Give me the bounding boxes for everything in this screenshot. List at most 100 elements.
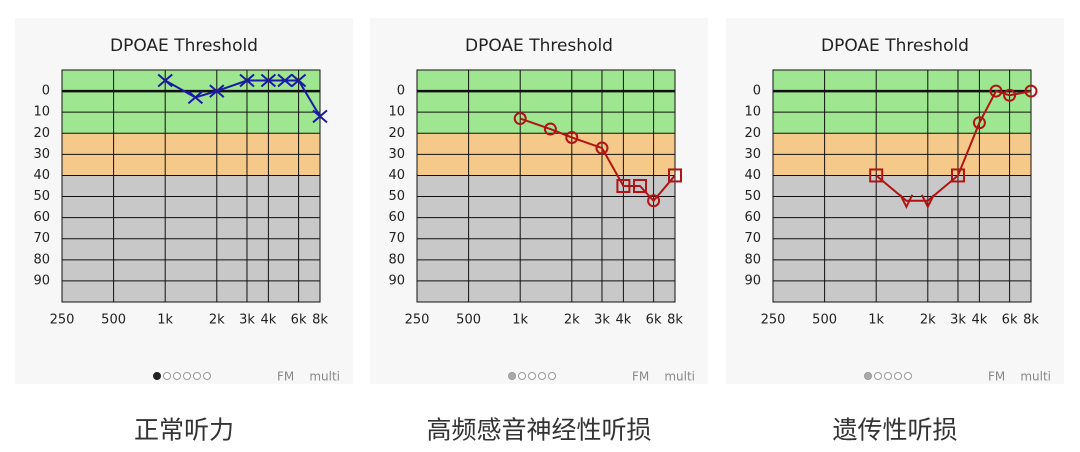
x-tick-label: 3k [239,313,255,328]
page-dot [173,372,181,380]
chart-caption: 正常听力 [134,416,234,445]
x-tick-label: 8k [1023,313,1039,328]
plot-frame [416,69,676,303]
data-point [869,168,884,183]
marker-square [668,168,682,183]
y-tick-label: 90 [388,273,405,288]
marker-circle [543,122,557,136]
y-tick-label: 10 [33,105,50,120]
data-point [290,73,307,88]
x-tick-label: 6k [646,313,662,328]
threshold-band [773,70,1031,134]
page-dot [538,372,546,380]
page-dot [183,372,191,380]
y-tick-label: 30 [33,147,50,162]
data-point [260,73,277,88]
x-tick-label: 4k [260,313,276,328]
data-point [616,179,631,193]
y-tick-label: 90 [744,273,761,288]
x-tick-label: 4k [971,313,987,328]
y-tick-label: 60 [744,210,761,225]
y-tick-label: 30 [744,147,761,162]
y-tick-label: 0 [42,84,50,99]
x-tick-label: 1k [512,313,528,328]
y-tick-label: 50 [388,189,405,204]
footer-label: FM [988,370,1005,384]
page-dot [163,372,171,380]
x-tick-label: 500 [812,313,837,328]
x-tick-label: 4k [615,313,631,328]
marker-stroke [239,73,255,88]
plot-frame [61,69,321,303]
x-tick-label: 8k [667,313,683,328]
data-point [633,179,648,193]
y-tick-label: 20 [744,126,761,141]
y-tick-label: 10 [744,105,761,120]
chart-title: DPOAE Threshold [821,36,969,56]
y-tick-label: 70 [388,231,405,246]
page-dot [518,372,526,380]
y-tick-label: 50 [744,189,761,204]
series-line [519,117,676,203]
x-tick-label: 250 [761,313,786,328]
marker-stroke [260,73,277,88]
y-tick-label: 40 [744,168,761,183]
marker-stroke [290,73,307,88]
x-tick-label: 2k [209,313,225,328]
data-point [209,84,225,98]
data-point [920,194,935,210]
y-tick-label: 20 [388,126,405,141]
data-point [312,109,328,124]
y-tick-label: 80 [388,252,405,267]
x-tick-label: 3k [950,313,966,328]
marker-square [869,168,884,183]
data-point [277,73,293,88]
y-tick-label: 40 [33,168,50,183]
data-point [187,90,204,105]
footer-label: FM [277,370,294,384]
y-tick-label: 10 [388,105,405,120]
x-tick-label: 500 [101,313,126,328]
footer-label: FM [632,370,649,384]
page-dot [528,372,536,380]
chart-caption: 遗传性听损 [832,416,957,445]
series-line [164,79,321,117]
y-tick-label: 50 [33,189,50,204]
y-tick-label: 80 [33,252,50,267]
footer-label: multi [664,370,695,384]
marker-stroke [157,73,173,88]
y-tick-label: 70 [33,231,50,246]
x-tick-label: 500 [456,313,481,328]
page-dot [193,372,201,380]
footer-label: multi [309,370,340,384]
marker-circle [1024,84,1038,98]
x-tick-label: 250 [50,313,75,328]
data-point [668,168,682,183]
x-tick-label: 2k [564,313,580,328]
y-tick-label: 0 [397,84,405,99]
data-point [239,73,255,88]
chart-title: DPOAE Threshold [465,36,613,56]
data-point [1024,84,1038,98]
data-point [950,168,965,183]
y-tick-label: 20 [33,126,50,141]
marker-v [920,194,935,210]
footer-label: multi [1020,370,1051,384]
data-point [972,116,986,130]
page-dot [874,372,882,380]
marker-square [633,179,648,193]
page-dot [894,372,902,380]
y-tick-label: 0 [753,84,761,99]
page-dot [548,372,556,380]
marker-stroke [187,90,204,105]
x-tick-label: 8k [312,313,328,328]
marker-stroke [277,73,293,88]
y-tick-label: 80 [744,252,761,267]
x-tick-label: 1k [157,313,173,328]
page-dot [864,372,872,380]
data-point [595,141,609,155]
threshold-band [417,70,675,134]
marker-circle [565,130,579,144]
marker-circle [513,112,527,126]
